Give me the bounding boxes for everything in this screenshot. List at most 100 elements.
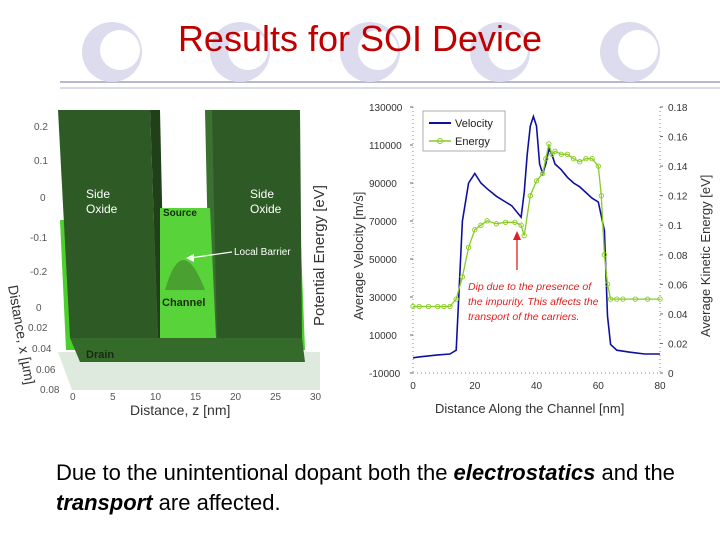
legend-velocity-label: Velocity <box>455 118 493 130</box>
dist-tick: 10 <box>150 392 162 403</box>
x-tick: 0 <box>36 303 42 314</box>
x-axis-label: Distance Along the Channel [nm] <box>435 401 624 416</box>
caption-part-3: are affected. <box>152 490 281 515</box>
y2-tick-label: 0.16 <box>668 133 688 144</box>
x-tick-label: 20 <box>469 381 481 392</box>
z-tick: -0.1 <box>30 233 48 244</box>
energy-point <box>552 148 558 154</box>
y2-tick-label: 0.08 <box>668 251 688 262</box>
energy-point <box>527 193 533 199</box>
energy-point <box>546 141 552 147</box>
energy-point <box>512 219 518 225</box>
energy-point <box>502 219 509 225</box>
y-tick-label: 90000 <box>369 179 397 190</box>
y-tick-label: 130000 <box>369 103 403 114</box>
dist-tick: 15 <box>190 392 202 403</box>
y2-tick-label: 0.18 <box>668 103 688 114</box>
local-barrier-arrowhead <box>186 254 194 262</box>
drain-label: Drain <box>86 349 114 361</box>
y-tick-label: 110000 <box>369 141 402 152</box>
source-label: Source <box>163 208 197 219</box>
dip-arrow-head <box>513 231 521 240</box>
energy-point <box>521 232 527 239</box>
z-tick: -0.2 <box>30 267 48 278</box>
potential-energy-label: Potential Energy [eV] <box>311 185 328 326</box>
local-barrier-bump <box>165 260 205 290</box>
y2-tick-label: 0.06 <box>668 280 688 291</box>
caption-part-1: Due to the unintentional dopant both the <box>56 460 454 485</box>
x-tick-group: 0 20 40 60 80 <box>410 381 666 392</box>
potential-energy-plot: Side Oxide Side Oxide Source Local Barri… <box>5 110 328 418</box>
caption: Due to the unintentional dopant both the… <box>56 458 696 518</box>
legend-energy-label: Energy <box>455 136 490 148</box>
energy-point <box>657 296 663 302</box>
energy-point <box>435 303 441 310</box>
energy-point <box>540 170 546 177</box>
y-tick-label: 70000 <box>369 217 397 228</box>
energy-point <box>614 296 620 302</box>
x-tick: 0.08 <box>40 385 60 396</box>
x-tick-label: 0 <box>410 381 416 392</box>
z-tick: 0.2 <box>34 122 48 133</box>
local-barrier-arrow <box>189 251 233 259</box>
distance-x-label: Distance, x [µm] <box>5 284 38 386</box>
x-tick: 0.06 <box>36 365 56 376</box>
energy-point <box>577 159 583 165</box>
energy-point <box>459 274 466 280</box>
y-tick-group: 130000 110000 90000 70000 50000 30000 10000 -10… <box>369 103 413 380</box>
side-oxide-right-label-2: Oxide <box>250 202 282 216</box>
energy-point <box>543 156 549 162</box>
side-oxide-right-wall <box>210 110 302 338</box>
energy-point <box>472 227 478 233</box>
y-axis-label: Average Velocity [m/s] <box>351 192 366 320</box>
energy-point <box>644 296 651 302</box>
caption-emphasis-transport: transport <box>56 490 153 515</box>
legend-energy-marker <box>437 138 443 144</box>
energy-point <box>570 156 577 162</box>
energy-point <box>620 296 626 302</box>
dist-tick: 0 <box>70 392 76 403</box>
energy-point <box>601 252 608 258</box>
dist-tick: 30 <box>310 392 322 403</box>
energy-point <box>558 151 564 157</box>
energy-point <box>595 163 601 169</box>
x-tick: 0.02 <box>28 323 48 334</box>
series-group <box>410 113 663 359</box>
energy-point <box>410 303 416 310</box>
x-tick-label: 60 <box>593 381 605 392</box>
energy-point <box>416 303 422 310</box>
dist-tick-group: 0 5 10 15 20 25 30 <box>70 392 322 403</box>
side-oxide-left-wall <box>58 110 158 338</box>
drain-region <box>70 338 305 362</box>
z-tick: 0.1 <box>34 156 48 167</box>
energy-point <box>632 296 638 302</box>
y-tick-label: 10000 <box>369 331 397 342</box>
side-oxide-right-label-1: Side <box>250 187 274 201</box>
dip-annotation-line-3: transport of the carriers. <box>468 311 579 323</box>
side-oxide-left-label-1: Side <box>86 187 110 201</box>
energy-point <box>493 221 500 227</box>
channel-label: Channel <box>162 297 205 309</box>
energy-point <box>607 296 614 302</box>
distance-z-label: Distance, z [nm] <box>130 402 230 418</box>
energy-point <box>518 222 524 228</box>
dip-annotation: Dip due to the presence of the impurity.… <box>468 231 599 323</box>
dist-tick: 25 <box>270 392 282 403</box>
slide-title: Results for SOI Device <box>177 18 543 59</box>
y-tick-label: 30000 <box>369 293 397 304</box>
y2-tick-group: 0.18 0.16 0.14 0.12 0.1 0.08 0.06 0.04 0.02 0 <box>660 103 688 380</box>
energy-point <box>533 178 540 184</box>
y2-tick-label: 0.14 <box>668 162 688 173</box>
energy-point <box>589 156 595 162</box>
energy-point <box>549 151 555 157</box>
series-line-energy <box>413 143 660 308</box>
legend-box <box>422 110 506 152</box>
x-tick: 0.04 <box>32 344 52 355</box>
dist-tick: 5 <box>110 392 116 403</box>
energy-point <box>604 281 611 287</box>
energy-point <box>478 222 484 228</box>
caption-part-2: and the <box>595 460 675 485</box>
dip-annotation-line-2: the impurity. This affects the <box>468 296 599 308</box>
dip-annotation-line-1: Dip due to the presence of <box>468 281 592 293</box>
